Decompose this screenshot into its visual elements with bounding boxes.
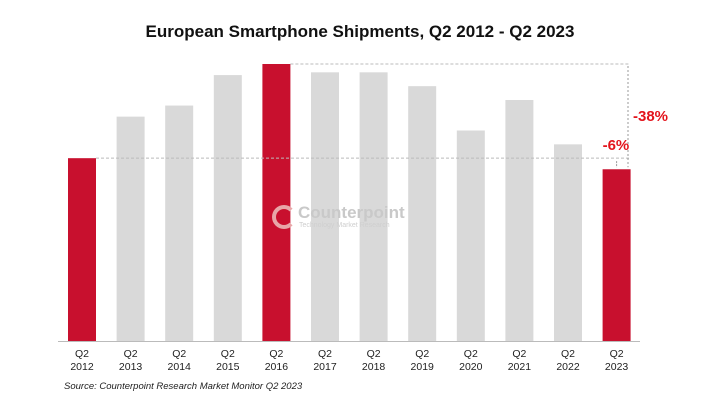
annotation-38pct: -38% bbox=[633, 108, 668, 125]
x-tick-label: Q2 2013 bbox=[119, 348, 143, 373]
chart-title: European Smartphone Shipments, Q2 2012 -… bbox=[145, 22, 575, 41]
watermark-tagline: Technology Market Research bbox=[299, 222, 390, 229]
x-tick-label: Q2 2019 bbox=[411, 348, 435, 373]
counterpoint-logo-icon bbox=[272, 205, 296, 229]
x-tick-label: Q2 2017 bbox=[313, 348, 337, 373]
x-tick-label: Q2 2014 bbox=[168, 348, 192, 373]
bar-q2-2022 bbox=[554, 144, 582, 341]
x-tick-label: Q2 2016 bbox=[265, 348, 289, 373]
watermark-name: Counterpoint bbox=[298, 203, 405, 222]
source-note: Source: Counterpoint Research Market Mon… bbox=[64, 381, 303, 392]
bar-q2-2023 bbox=[602, 169, 631, 341]
x-tick-label: Q2 2022 bbox=[556, 348, 580, 373]
bar-q2-2018 bbox=[359, 72, 388, 341]
bar-q2-2015 bbox=[213, 75, 242, 341]
x-tick-label: Q2 2015 bbox=[216, 348, 240, 373]
bar-q2-2012 bbox=[68, 158, 96, 341]
annotation-6pct: -6% bbox=[603, 137, 630, 154]
bar-q2-2020 bbox=[456, 130, 485, 341]
bar-q2-2013 bbox=[116, 116, 145, 341]
bar-q2-2017 bbox=[311, 72, 339, 341]
x-tick-label: Q2 2012 bbox=[70, 348, 94, 373]
bar-q2-2014 bbox=[165, 105, 194, 341]
x-tick-label: Q2 2021 bbox=[508, 348, 532, 373]
bar-q2-2021 bbox=[505, 100, 534, 341]
x-tick-label: Q2 2018 bbox=[362, 348, 386, 373]
x-tick-label: Q2 2020 bbox=[459, 348, 483, 373]
bar-q2-2016 bbox=[262, 64, 291, 341]
bar-q2-2019 bbox=[408, 86, 437, 341]
x-tick-label: Q2 2023 bbox=[605, 348, 629, 373]
